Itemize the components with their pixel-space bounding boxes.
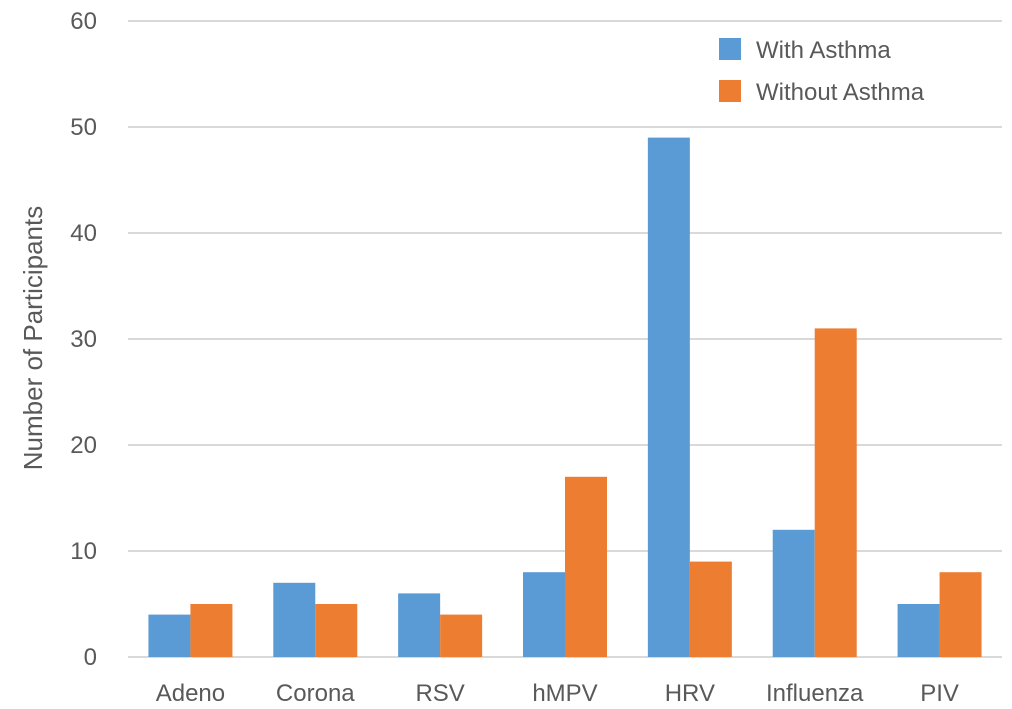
bar-without-asthma-rsv	[440, 614, 483, 657]
x-tick-label: Corona	[276, 680, 355, 707]
bar-with-asthma-piv	[897, 604, 940, 657]
x-tick-label: PIV	[920, 680, 959, 707]
y-tick-label: 60	[70, 8, 97, 35]
legend-swatch	[719, 80, 741, 102]
legend: With Asthma Without Asthma	[719, 37, 925, 106]
bar-with-asthma-hrv	[647, 137, 690, 658]
bar-without-asthma-corona	[315, 604, 358, 657]
bars	[148, 137, 982, 658]
y-tick-label: 50	[70, 114, 97, 141]
y-tick-label: 30	[70, 326, 97, 353]
bar-without-asthma-hrv	[689, 561, 732, 657]
y-axis-ticks: 0 10 20 30 40 50 60	[70, 8, 97, 671]
y-tick-label: 40	[70, 220, 97, 247]
bar-without-asthma-influenza	[814, 328, 857, 657]
legend-label: Without Asthma	[756, 79, 925, 106]
x-tick-label: Adeno	[156, 680, 225, 707]
gridlines	[128, 20, 1002, 658]
bar-with-asthma-adeno	[148, 614, 191, 657]
x-axis-ticks: Adeno Corona RSV hMPV HRV Influenza PIV	[156, 680, 959, 707]
bar-without-asthma-adeno	[190, 604, 233, 657]
legend-label: With Asthma	[756, 37, 891, 64]
x-tick-label: HRV	[665, 680, 715, 707]
bar-with-asthma-hmpv	[523, 572, 565, 657]
bar-with-asthma-rsv	[398, 593, 441, 657]
y-axis-title: Number of Participants	[18, 206, 48, 470]
x-tick-label: RSV	[415, 680, 464, 707]
bar-with-asthma-influenza	[772, 529, 815, 657]
y-tick-label: 10	[70, 538, 97, 565]
bar-without-asthma-hmpv	[565, 476, 607, 657]
y-tick-label: 0	[84, 644, 97, 671]
x-tick-label: hMPV	[532, 680, 597, 707]
legend-swatch	[719, 38, 741, 60]
bar-with-asthma-corona	[273, 582, 316, 657]
y-tick-label: 20	[70, 432, 97, 459]
bar-without-asthma-piv	[939, 572, 982, 657]
x-tick-label: Influenza	[766, 680, 864, 707]
